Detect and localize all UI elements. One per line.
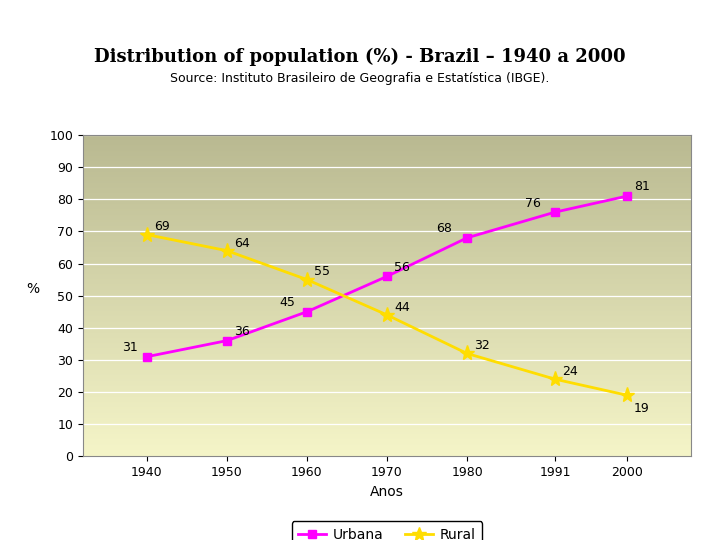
Text: 19: 19: [634, 402, 650, 415]
Text: 64: 64: [234, 237, 250, 249]
Legend: Urbana, Rural: Urbana, Rural: [292, 521, 482, 540]
Text: 76: 76: [525, 197, 541, 210]
Text: 31: 31: [122, 341, 138, 354]
Text: 24: 24: [562, 365, 578, 378]
Text: 45: 45: [279, 296, 295, 309]
Text: 44: 44: [394, 301, 410, 314]
Text: 32: 32: [474, 339, 490, 352]
Text: 56: 56: [394, 261, 410, 274]
Text: Source: Instituto Brasileiro de Geografia e Estatística (IBGE).: Source: Instituto Brasileiro de Geografi…: [171, 72, 549, 85]
Text: 68: 68: [436, 222, 452, 235]
Text: 69: 69: [154, 220, 169, 233]
Text: 55: 55: [314, 266, 330, 279]
Text: 36: 36: [234, 325, 250, 338]
X-axis label: Anos: Anos: [370, 484, 404, 498]
Text: Distribution of population (%) - Brazil – 1940 a 2000: Distribution of population (%) - Brazil …: [94, 48, 626, 66]
Text: 81: 81: [634, 180, 650, 193]
Y-axis label: %: %: [26, 282, 39, 295]
